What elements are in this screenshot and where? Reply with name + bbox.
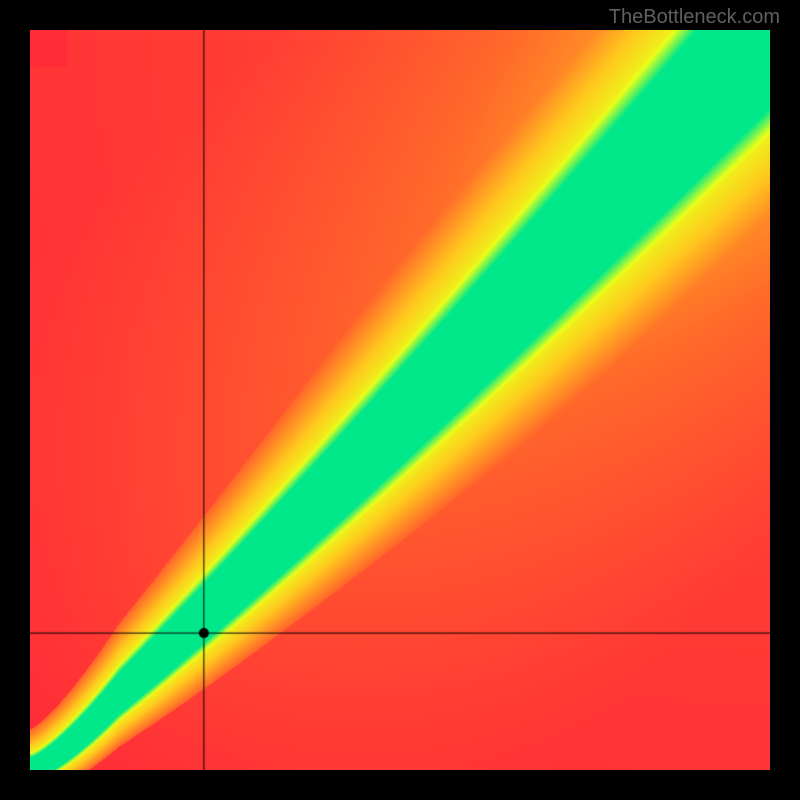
heatmap-canvas [30, 30, 770, 770]
chart-container: TheBottleneck.com [0, 0, 800, 800]
plot-area [30, 30, 770, 770]
site-watermark: TheBottleneck.com [609, 6, 780, 29]
